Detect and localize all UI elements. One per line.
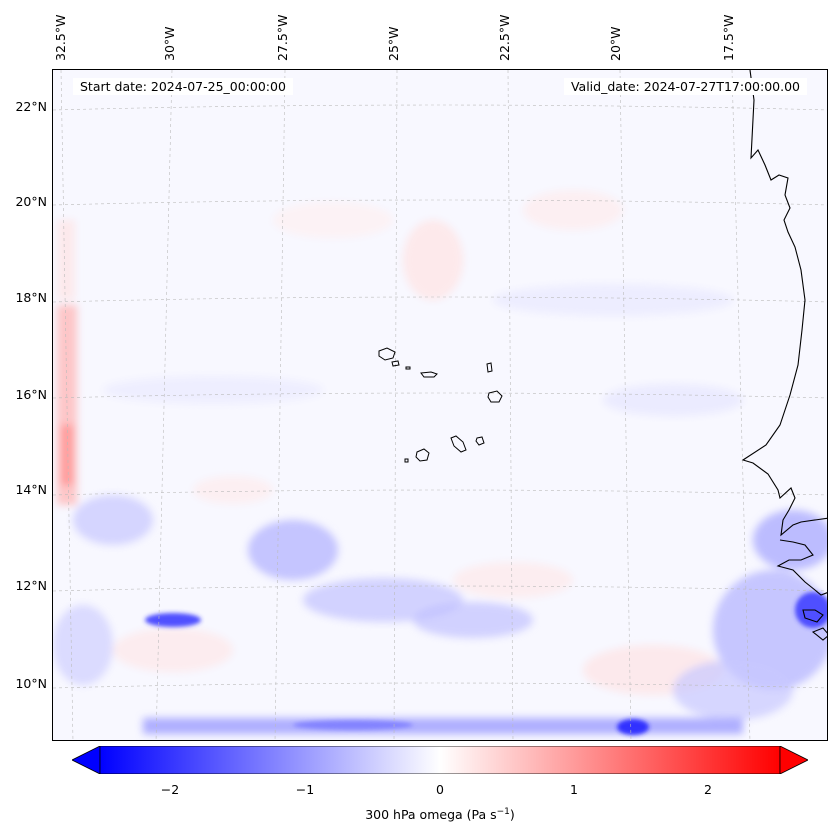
field-patch [248,520,338,580]
colorbar-tick-label: −2 [160,782,180,797]
lat-label-18n: 18°N [15,290,47,305]
lat-label-12n: 12°N [15,578,47,593]
field-patch [403,220,463,300]
field-patch [103,376,323,404]
lon-label-20w: 20°W [608,26,623,61]
colorbar-tick-label: 0 [436,782,444,797]
colorbar-body [99,746,781,774]
field-patch [453,562,573,598]
field-patch [61,425,73,485]
colorbar [72,746,808,774]
lon-label-30w: 30°W [162,26,177,61]
start-date-label: Start date: 2024-07-25_00:00:00 [73,78,293,95]
lon-label-32-5w: 32.5°W [53,14,68,61]
field-patch [293,720,413,730]
lon-label-22-5w: 22.5°W [497,14,512,61]
field-patch [753,510,827,570]
lat-label-10n: 10°N [15,676,47,691]
field-patch [113,628,233,672]
field-patch [617,719,649,735]
colorbar-tick-label: 2 [704,782,712,797]
field-patch [493,284,733,316]
lat-label-16n: 16°N [15,387,47,402]
colorbar-label-text: 300 hPa omega (Pa s [365,807,497,823]
colorbar-label-close: ) [509,807,515,823]
field-patch [57,220,75,300]
field-patch [673,660,793,720]
field-patch [145,613,201,627]
lon-label-17-5w: 17.5°W [721,14,736,61]
cape-verde-islands [378,347,503,463]
field-patch [273,202,393,238]
field-patch [413,602,533,638]
field-patch [603,384,743,416]
field-patch [193,476,273,504]
colorbar-extend-max [779,746,808,774]
lon-label-27-5w: 27.5°W [275,14,290,61]
lon-label-25w: 25°W [386,26,401,61]
lat-label-22n: 22°N [15,99,47,114]
valid-date-label: Valid_date: 2024-07-27T17:00:00.00 [563,78,807,95]
field-patch [523,190,623,230]
africa-coastline [741,70,827,641]
map-panel[interactable]: Start date: 2024-07-25_00:00:00 Valid_da… [52,69,828,741]
field-patch [143,718,743,734]
colorbar-tick-label: −1 [295,782,315,797]
graticule [53,70,827,740]
omega-field [53,70,827,740]
lat-label-14n: 14°N [15,482,47,497]
lat-label-20n: 20°N [15,194,47,209]
colorbar-extend-min [72,746,101,774]
field-patch [73,495,153,545]
colorbar-label-exp: −1 [496,807,510,817]
field-patch [53,605,113,685]
colorbar-label: 300 hPa omega (Pa s−1) [0,807,837,822]
colorbar-tick-label: 1 [570,782,578,797]
